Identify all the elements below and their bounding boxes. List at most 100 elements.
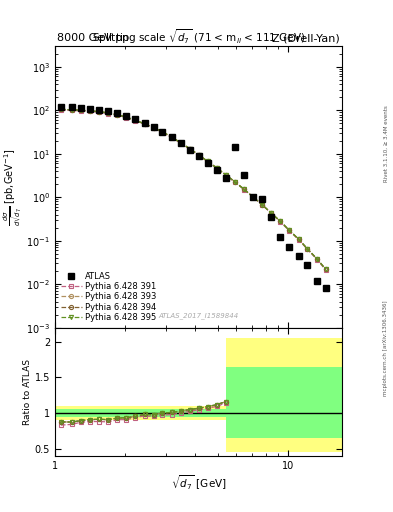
Pythia 6.428 393 — [278, 218, 283, 224]
ATLAS — [296, 253, 301, 259]
Pythia 6.428 393 — [269, 210, 274, 216]
ATLAS — [70, 104, 74, 110]
Pythia 6.428 393 — [133, 117, 138, 123]
Pythia 6.428 395 — [269, 210, 274, 216]
Pythia 6.428 393 — [70, 106, 74, 113]
Pythia 6.428 395 — [160, 129, 165, 135]
Pythia 6.428 393 — [242, 186, 246, 193]
Pythia 6.428 394 — [269, 210, 274, 216]
Pythia 6.428 394 — [106, 110, 110, 116]
Pythia 6.428 393 — [187, 145, 192, 152]
Pythia 6.428 395 — [79, 107, 83, 113]
ATLAS — [196, 153, 201, 159]
Line: Pythia 6.428 394: Pythia 6.428 394 — [59, 108, 328, 271]
Pythia 6.428 395 — [323, 266, 328, 272]
Pythia 6.428 395 — [305, 246, 310, 252]
ATLAS — [305, 262, 310, 268]
Pythia 6.428 395 — [233, 179, 237, 185]
Pythia 6.428 394 — [224, 172, 228, 178]
Pythia 6.428 391 — [151, 125, 156, 131]
Pythia 6.428 395 — [206, 158, 210, 164]
ATLAS — [142, 120, 147, 126]
Pythia 6.428 391 — [233, 179, 237, 185]
Pythia 6.428 393 — [59, 106, 63, 113]
Pythia 6.428 393 — [323, 266, 328, 272]
Pythia 6.428 394 — [287, 227, 292, 233]
Pythia 6.428 391 — [260, 202, 264, 208]
ATLAS — [59, 104, 63, 110]
Pythia 6.428 391 — [59, 107, 63, 113]
Y-axis label: Ratio to ATLAS: Ratio to ATLAS — [23, 359, 32, 424]
Pythia 6.428 391 — [169, 135, 174, 141]
Text: 8000 GeV pp: 8000 GeV pp — [57, 33, 129, 44]
Pythia 6.428 393 — [79, 107, 83, 113]
Pythia 6.428 391 — [97, 109, 102, 115]
ATLAS — [233, 144, 237, 151]
Pythia 6.428 394 — [88, 108, 92, 114]
ATLAS — [278, 234, 283, 240]
Pythia 6.428 394 — [215, 165, 219, 171]
ATLAS — [206, 160, 210, 166]
ATLAS — [106, 108, 110, 114]
Pythia 6.428 395 — [142, 121, 147, 127]
Pythia 6.428 395 — [59, 106, 63, 113]
Pythia 6.428 394 — [79, 107, 83, 113]
ATLAS — [187, 146, 192, 153]
Pythia 6.428 391 — [160, 130, 165, 136]
Pythia 6.428 394 — [260, 202, 264, 208]
Pythia 6.428 394 — [151, 124, 156, 131]
Pythia 6.428 395 — [278, 218, 283, 224]
ATLAS — [97, 107, 102, 113]
Pythia 6.428 395 — [88, 108, 92, 114]
Pythia 6.428 391 — [178, 140, 183, 146]
ATLAS — [269, 214, 274, 220]
Pythia 6.428 391 — [269, 210, 274, 216]
Pythia 6.428 395 — [296, 236, 301, 242]
Pythia 6.428 393 — [287, 227, 292, 233]
Pythia 6.428 391 — [115, 112, 120, 118]
ATLAS — [160, 129, 165, 135]
ATLAS — [79, 105, 83, 111]
ATLAS — [251, 194, 255, 200]
Pythia 6.428 391 — [296, 237, 301, 243]
Pythia 6.428 395 — [242, 186, 246, 193]
ATLAS — [224, 175, 228, 181]
Pythia 6.428 391 — [315, 257, 320, 263]
ATLAS — [115, 110, 120, 116]
Line: Pythia 6.428 391: Pythia 6.428 391 — [59, 108, 328, 272]
Text: Z (Drell-Yan): Z (Drell-Yan) — [272, 33, 340, 44]
Pythia 6.428 394 — [70, 106, 74, 113]
ATLAS — [242, 172, 246, 178]
Pythia 6.428 395 — [224, 172, 228, 178]
Pythia 6.428 393 — [206, 158, 210, 164]
Pythia 6.428 393 — [196, 152, 201, 158]
Pythia 6.428 395 — [115, 112, 120, 118]
Pythia 6.428 391 — [251, 194, 255, 200]
Pythia 6.428 394 — [196, 152, 201, 158]
Pythia 6.428 393 — [296, 236, 301, 242]
ATLAS — [215, 167, 219, 173]
Line: Pythia 6.428 395: Pythia 6.428 395 — [59, 108, 328, 271]
Pythia 6.428 394 — [233, 179, 237, 185]
ATLAS — [323, 285, 328, 291]
Pythia 6.428 394 — [278, 218, 283, 224]
Pythia 6.428 394 — [242, 186, 246, 193]
Pythia 6.428 393 — [315, 256, 320, 262]
Pythia 6.428 394 — [142, 121, 147, 127]
Line: ATLAS: ATLAS — [58, 104, 329, 291]
Y-axis label: $\frac{d\sigma}{d\sqrt{d_7}}$ [pb,GeV$^{-1}$]: $\frac{d\sigma}{d\sqrt{d_7}}$ [pb,GeV$^{… — [2, 148, 25, 226]
Pythia 6.428 394 — [305, 246, 310, 252]
Pythia 6.428 393 — [260, 202, 264, 208]
Pythia 6.428 391 — [278, 219, 283, 225]
Pythia 6.428 393 — [233, 179, 237, 185]
Pythia 6.428 393 — [178, 140, 183, 146]
Pythia 6.428 395 — [70, 106, 74, 113]
Pythia 6.428 394 — [187, 145, 192, 152]
ATLAS — [124, 113, 129, 119]
Pythia 6.428 395 — [178, 140, 183, 146]
Pythia 6.428 393 — [160, 129, 165, 135]
Pythia 6.428 391 — [215, 165, 219, 172]
Text: mcplots.cern.ch [arXiv:1306.3436]: mcplots.cern.ch [arXiv:1306.3436] — [384, 301, 388, 396]
Pythia 6.428 391 — [224, 172, 228, 178]
ATLAS — [88, 106, 92, 112]
